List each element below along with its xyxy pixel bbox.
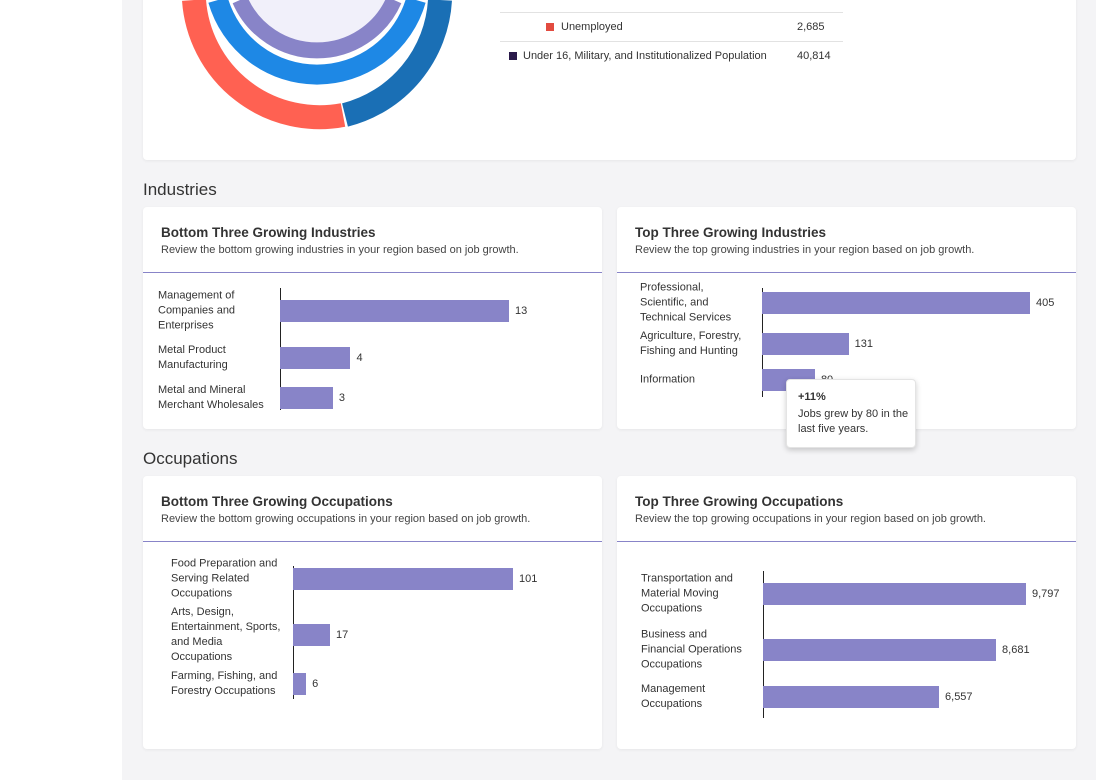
category-label: Management of Companies and Enterprises — [158, 289, 236, 332]
tooltip-text: Jobs grew by 80 in the last five years. — [798, 408, 909, 435]
category-label: Information — [640, 373, 696, 386]
category-label: Metal Product Manufacturing — [158, 344, 228, 371]
value-label: 131 — [854, 338, 874, 350]
value-label: 101 — [519, 573, 538, 585]
value-label: 17 — [336, 629, 349, 641]
bar — [293, 568, 513, 590]
category-label: Management Occupations — [641, 683, 706, 710]
legend-swatch — [546, 23, 554, 31]
donut — [182, 0, 452, 130]
bar — [763, 686, 940, 708]
legend-value: 2,685 — [797, 21, 825, 33]
category-label: Farming, Fishing, and Forestry Occupatio… — [171, 670, 278, 697]
bar — [280, 347, 351, 369]
bar — [293, 673, 307, 695]
legend-swatch — [509, 52, 517, 60]
legend-value: 40,814 — [797, 50, 831, 62]
chart-card — [143, 476, 602, 749]
donut-segment — [341, 0, 452, 127]
donut-segment — [208, 0, 426, 85]
donut-segment — [232, 0, 402, 59]
card-subtitle: Review the bottom growing occupations in… — [161, 513, 531, 525]
divider — [617, 541, 1076, 542]
value-label: 3 — [338, 392, 345, 404]
card-title: Top Three Growing Industries — [635, 225, 827, 240]
category-label: Transportation and Material Moving Occup… — [641, 572, 733, 615]
section-title: Industries — [143, 180, 217, 199]
value-label: 13 — [515, 305, 528, 317]
bar — [293, 624, 331, 646]
divider — [143, 272, 602, 273]
value-label: 4 — [356, 352, 363, 364]
category-label: Metal and Mineral Merchant Wholesales — [158, 384, 264, 411]
value-label: 405 — [1036, 297, 1055, 309]
category-label: Professional, Scientific, and Technical … — [640, 281, 732, 324]
donut-segment — [182, 0, 346, 130]
tooltip-title: +11% — [798, 391, 826, 403]
sidebar — [0, 0, 122, 780]
category-label: Agriculture, Forestry, Fishing and Hunti… — [640, 330, 742, 357]
divider — [143, 541, 602, 542]
bar — [280, 387, 333, 409]
category-label: Business and Financial Operations Occupa… — [641, 628, 742, 671]
card-subtitle: Review the top growing industries in you… — [635, 244, 975, 256]
value-label: 6 — [312, 678, 319, 690]
divider — [500, 12, 843, 13]
card-subtitle: Review the top growing occupations in yo… — [635, 513, 986, 525]
section-title: Occupations — [143, 449, 238, 468]
bar — [762, 333, 849, 355]
card-title: Bottom Three Growing Industries — [161, 225, 376, 240]
legend-label: Unemployed — [561, 21, 623, 33]
divider — [617, 272, 1076, 273]
value-label: 8,681 — [1002, 644, 1030, 656]
card-title: Bottom Three Growing Occupations — [161, 494, 393, 509]
tooltip — [786, 379, 916, 448]
bar — [280, 300, 509, 322]
bar — [763, 583, 1026, 605]
card-subtitle: Review the bottom growing industries in … — [161, 244, 519, 256]
value-label: 9,797 — [1032, 588, 1060, 600]
legend-label: Under 16, Military, and Institutionalize… — [523, 50, 767, 62]
bar — [763, 639, 997, 661]
category-label: Food Preparation and Serving Related Occ… — [171, 557, 278, 600]
divider — [500, 41, 843, 42]
card-title: Top Three Growing Occupations — [635, 494, 844, 509]
category-label: Arts, Design, Entertainment, Sports, and… — [171, 606, 281, 663]
value-label: 6,557 — [945, 691, 973, 703]
bar — [762, 292, 1030, 314]
